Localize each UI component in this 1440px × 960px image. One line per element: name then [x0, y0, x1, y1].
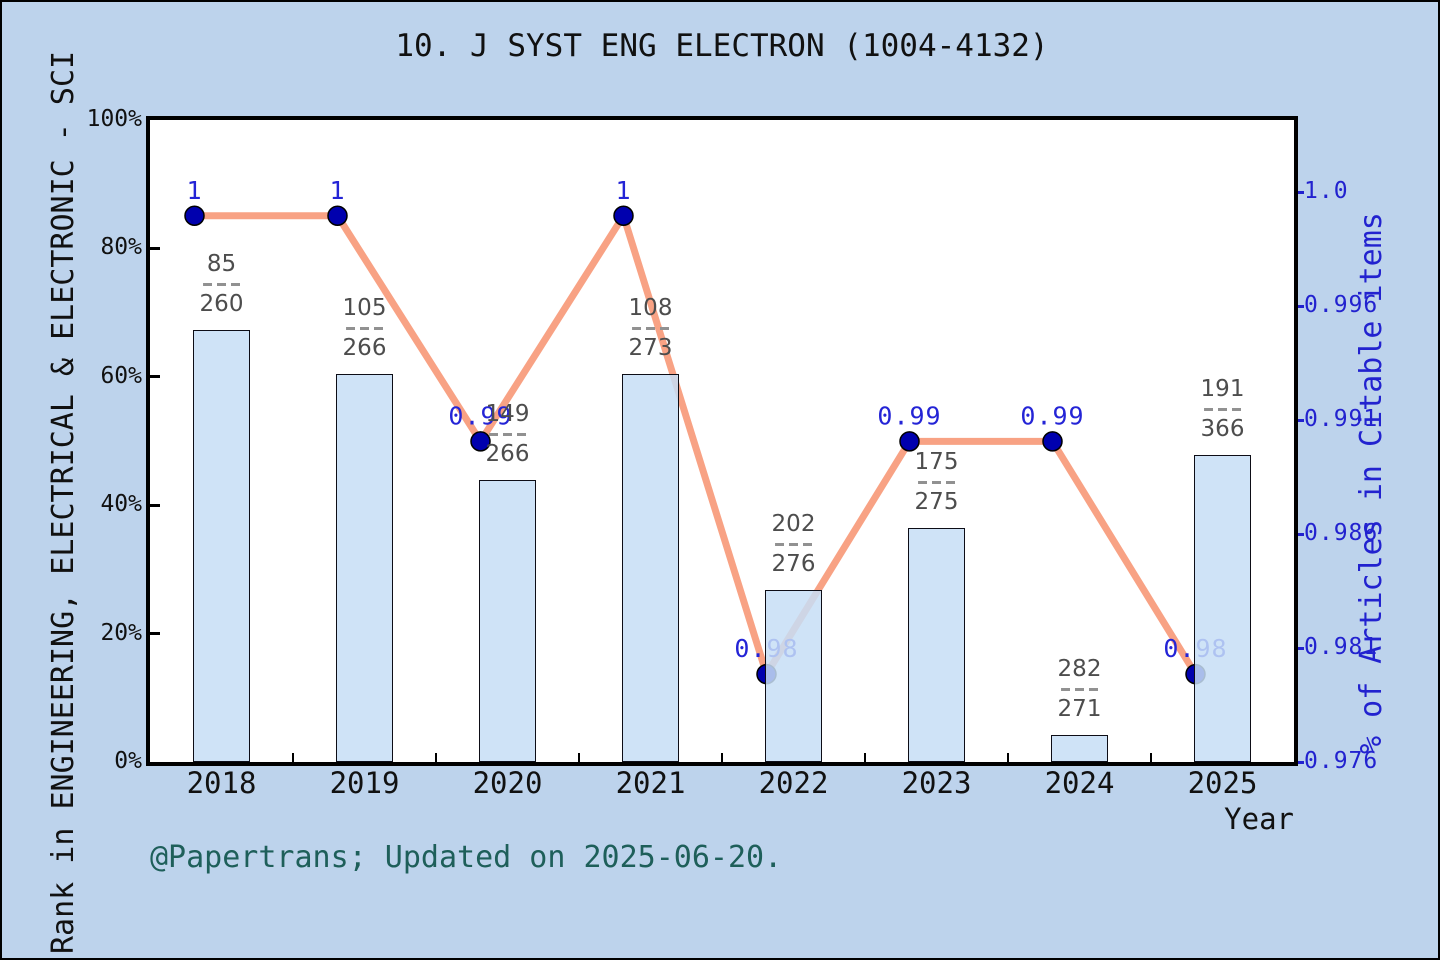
footer-credit: @Papertrans; Updated on 2025-06-20. [150, 840, 783, 875]
fraction-denominator: 273 [628, 335, 673, 362]
right-tick-dash [1295, 304, 1304, 308]
right-tick-0.996: 0.996 [1304, 292, 1379, 318]
left-tick-20%: 20% [100, 619, 142, 646]
right-tick-dash [1295, 190, 1304, 194]
point-label-2019: 1 [329, 176, 345, 205]
right-tick-0.981: 0.981 [1304, 634, 1379, 660]
y-minor-tick [150, 246, 160, 250]
point-label-2020: 0.99 [448, 401, 512, 430]
fraction-numerator: 85 [206, 250, 237, 277]
left-tick-80%: 80% [100, 234, 142, 261]
line-marker-2019 [327, 205, 348, 226]
fraction-denominator: 276 [771, 550, 816, 577]
right-tick-0.986: 0.986 [1304, 520, 1379, 546]
fraction-numerator: 175 [914, 449, 959, 476]
fraction-label-2021: 108 273 [629, 295, 673, 362]
chart-title: 10. J SYST ENG ELECTRON (1004-4132) [395, 28, 1049, 64]
bar-2022 [765, 589, 822, 762]
fraction-label-2020: 149 266 [486, 401, 530, 468]
fraction-label-2022: 202 276 [772, 511, 816, 578]
point-label-2018: 1 [186, 176, 202, 205]
fraction-label-2018: 85 260 [200, 251, 244, 318]
left-tick-60%: 60% [100, 362, 142, 389]
x-minor-tick [1150, 753, 1152, 762]
fraction-label-2019: 105 266 [343, 295, 387, 362]
bar-2018 [193, 329, 250, 762]
x-tick-2018: 2018 [186, 766, 257, 800]
right-tick-dash [1295, 646, 1304, 650]
fraction-labels-layer: 85 260 105 266 149 266 108 273 202 276 175 275 282 27… [150, 120, 1294, 762]
fraction-label-2024: 282 271 [1058, 656, 1102, 723]
x-tick-2023: 2023 [901, 766, 972, 800]
x-tick-2022: 2022 [758, 766, 829, 800]
fraction-denominator: 266 [485, 440, 530, 467]
bar-2019 [336, 373, 393, 762]
x-tick-2020: 2020 [472, 766, 543, 800]
citable-items-line [194, 212, 1199, 678]
fraction-numerator: 149 [485, 400, 530, 427]
fraction-bar [1204, 408, 1241, 412]
fraction-bar [203, 282, 240, 286]
bar-series-layer [150, 120, 1294, 762]
right-tick-0.991: 0.991 [1304, 406, 1379, 432]
fraction-denominator: 266 [342, 334, 387, 361]
right-tick-dash [1295, 760, 1304, 764]
left-tick-40%: 40% [100, 491, 142, 518]
fraction-denominator: 271 [1057, 696, 1102, 722]
fraction-denominator: 275 [914, 489, 959, 516]
x-minor-tick [578, 753, 580, 762]
bar-2023 [908, 528, 965, 762]
line-marker-2024 [1042, 431, 1063, 452]
fraction-numerator: 105 [342, 294, 387, 321]
x-minor-tick [721, 753, 723, 762]
x-axis-title: Year [1224, 802, 1294, 836]
fraction-bar [918, 481, 955, 485]
left-tick-100%: 100% [86, 106, 142, 132]
y-minor-tick [150, 632, 160, 636]
right-tick-0.976: 0.976 [1304, 748, 1379, 774]
fraction-bar [1061, 688, 1098, 691]
fraction-denominator: 260 [199, 290, 244, 317]
bar-2021 [622, 374, 679, 762]
line-marker-2020 [470, 431, 491, 452]
right-tick-dash [1295, 532, 1304, 536]
fraction-bar [775, 542, 812, 546]
fraction-label-2025: 191 366 [1201, 376, 1245, 443]
fraction-numerator: 191 [1200, 376, 1245, 403]
right-tick-1.0: 1.0 [1304, 178, 1349, 204]
line-marker-2018 [184, 205, 205, 226]
fraction-bar [346, 326, 383, 330]
bar-2025 [1194, 455, 1251, 762]
bar-2024 [1051, 735, 1108, 762]
fraction-bar [632, 327, 669, 331]
y-minor-tick [150, 375, 160, 379]
line-marker-2021 [613, 205, 634, 226]
axis-minor-ticks [150, 120, 1294, 762]
right-tick-dash [1295, 418, 1304, 422]
point-label-2021: 1 [615, 176, 631, 205]
fraction-numerator: 282 [1057, 656, 1102, 682]
x-tick-2024: 2024 [1044, 766, 1115, 800]
line-marker-2023 [899, 431, 920, 452]
x-tick-2019: 2019 [329, 766, 400, 800]
fraction-label-2023: 175 275 [915, 449, 959, 516]
bar-2020 [479, 479, 536, 762]
x-tick-2025: 2025 [1187, 766, 1258, 800]
left-tick-0%: 0% [114, 748, 142, 774]
point-label-2023: 0.99 [877, 401, 941, 430]
x-minor-tick [1007, 753, 1009, 762]
x-minor-tick [292, 753, 294, 762]
y-minor-tick [150, 503, 160, 507]
point-label-2024: 0.99 [1020, 401, 1084, 430]
x-tick-2021: 2021 [615, 766, 686, 800]
x-minor-tick [864, 753, 866, 762]
fraction-denominator: 366 [1200, 416, 1245, 443]
fraction-numerator: 108 [628, 295, 673, 322]
fraction-numerator: 202 [771, 510, 816, 537]
fraction-bar [489, 432, 526, 436]
x-minor-tick [435, 753, 437, 762]
